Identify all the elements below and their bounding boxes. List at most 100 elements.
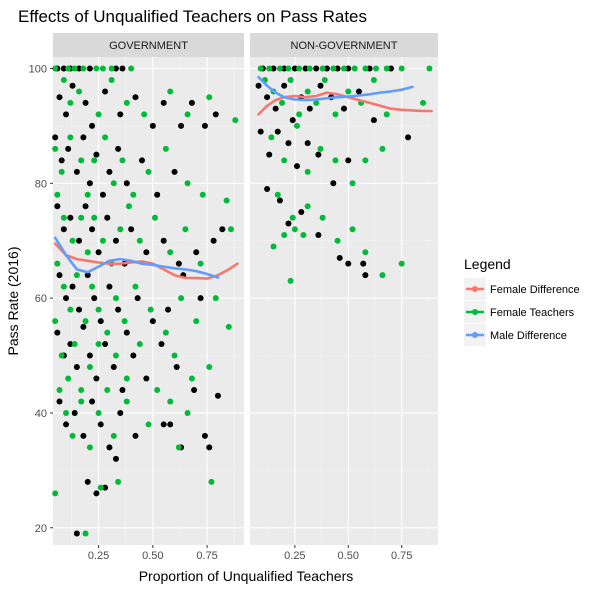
point-female-teachers-government bbox=[86, 444, 93, 451]
point-female-teachers-government bbox=[117, 226, 124, 233]
point-government bbox=[197, 295, 204, 302]
point-female-teachers-non-government bbox=[287, 277, 294, 284]
y-axis: 20 40 60 80 100 bbox=[29, 63, 53, 535]
chart-title: Effects of Unqualified Teachers on Pass … bbox=[18, 7, 367, 26]
point-government bbox=[188, 99, 195, 106]
point-female-teachers-government bbox=[223, 197, 230, 204]
point-female-teachers-government bbox=[78, 398, 85, 405]
point-government bbox=[123, 180, 130, 187]
point-female-teachers-government bbox=[60, 76, 67, 83]
point-female-teachers-government bbox=[141, 111, 148, 118]
point-female-teachers-non-government bbox=[334, 237, 341, 244]
point-female-teachers-government bbox=[184, 409, 191, 416]
point-government bbox=[117, 111, 124, 118]
y-tick-label: 80 bbox=[35, 178, 47, 190]
point-non-government bbox=[306, 105, 313, 112]
point-female-teachers-government bbox=[102, 134, 109, 141]
smooth-line-male-difference-government bbox=[53, 236, 220, 279]
point-female-teachers-non-government bbox=[345, 88, 352, 95]
point-government bbox=[175, 260, 182, 267]
point-non-government bbox=[255, 82, 262, 89]
point-female-teachers-government bbox=[65, 375, 72, 382]
strip-government bbox=[53, 33, 244, 57]
point-female-teachers-non-government bbox=[257, 65, 264, 72]
point-government bbox=[115, 306, 122, 313]
point-government bbox=[178, 122, 185, 129]
point-female-teachers-non-government bbox=[379, 145, 386, 152]
point-government bbox=[173, 364, 180, 371]
point-female-teachers-government bbox=[95, 111, 102, 118]
point-government bbox=[134, 295, 141, 302]
point-government bbox=[214, 392, 221, 399]
point-female-teachers-government bbox=[78, 157, 85, 164]
y-tick-label: 100 bbox=[29, 63, 47, 75]
point-female-teachers-government bbox=[225, 323, 232, 330]
point-female-teachers-government bbox=[145, 421, 152, 428]
point-female-teachers-government bbox=[171, 352, 178, 359]
point-non-government bbox=[264, 186, 271, 193]
x-axis-title: Proportion of Unqualified Teachers bbox=[139, 568, 354, 584]
point-government bbox=[84, 478, 91, 485]
point-female-teachers-government bbox=[145, 168, 152, 175]
point-female-teachers-government bbox=[69, 237, 76, 244]
point-female-teachers-non-government bbox=[289, 214, 296, 221]
point-female-teachers-non-government bbox=[330, 65, 337, 72]
point-government bbox=[112, 237, 119, 244]
point-female-teachers-non-government bbox=[291, 226, 298, 233]
panel-non-government: NON-GOVERNMENT bbox=[250, 33, 438, 545]
point-government bbox=[143, 375, 150, 382]
point-female-teachers-government bbox=[167, 88, 174, 95]
point-female-teachers-government bbox=[232, 117, 239, 124]
point-female-teachers-government bbox=[82, 530, 89, 537]
point-female-teachers-government bbox=[73, 272, 80, 279]
point-female-teachers-government bbox=[76, 88, 83, 95]
point-female-teachers-government bbox=[67, 134, 74, 141]
point-government bbox=[93, 375, 100, 382]
point-female-teachers-government bbox=[58, 352, 65, 359]
point-non-government bbox=[266, 151, 273, 158]
point-government bbox=[97, 421, 104, 428]
point-female-teachers-non-government bbox=[270, 243, 277, 250]
point-non-government bbox=[315, 151, 322, 158]
point-government bbox=[219, 226, 226, 233]
point-government bbox=[160, 99, 167, 106]
point-female-teachers-non-government bbox=[266, 65, 273, 72]
point-female-teachers-government bbox=[167, 398, 174, 405]
point-female-teachers-non-government bbox=[285, 65, 292, 72]
point-government bbox=[97, 318, 104, 325]
smooth-line-male-difference-non-government bbox=[257, 75, 414, 102]
point-female-teachers-non-government bbox=[300, 231, 307, 238]
point-female-teachers-government bbox=[91, 157, 98, 164]
point-government bbox=[67, 214, 74, 221]
point-government bbox=[89, 226, 96, 233]
point-female-teachers-government bbox=[52, 65, 59, 72]
point-government bbox=[132, 94, 139, 101]
point-government bbox=[86, 65, 93, 72]
point-government bbox=[106, 283, 113, 290]
point-non-government bbox=[341, 105, 347, 112]
legend-item-female-teachers: Female Teachers bbox=[464, 301, 575, 323]
point-government bbox=[130, 352, 137, 359]
point-female-teachers-non-government bbox=[281, 231, 288, 238]
point-female-teachers-government bbox=[175, 444, 182, 451]
point-female-teachers-non-government bbox=[304, 168, 311, 175]
x-tick-label: 0.75 bbox=[391, 550, 412, 562]
point-government bbox=[112, 455, 119, 462]
point-government bbox=[56, 272, 63, 279]
point-female-teachers-non-government bbox=[398, 65, 405, 72]
x-tick-label: 0.25 bbox=[284, 550, 305, 562]
panel-government: GOVERNMENT bbox=[52, 33, 244, 545]
point-female-teachers-government bbox=[152, 214, 159, 221]
point-female-teachers-government bbox=[60, 214, 67, 221]
point-female-teachers-government bbox=[91, 214, 98, 221]
point-government bbox=[193, 249, 200, 256]
legend-dot-female-teachers bbox=[472, 309, 478, 315]
point-female-teachers-non-government bbox=[341, 65, 347, 72]
point-non-government bbox=[334, 65, 341, 72]
point-female-teachers-non-government bbox=[362, 249, 369, 256]
point-government bbox=[86, 352, 93, 359]
point-non-government bbox=[336, 254, 343, 261]
point-government bbox=[201, 122, 208, 129]
point-government bbox=[76, 306, 83, 313]
point-female-teachers-government bbox=[128, 65, 135, 72]
